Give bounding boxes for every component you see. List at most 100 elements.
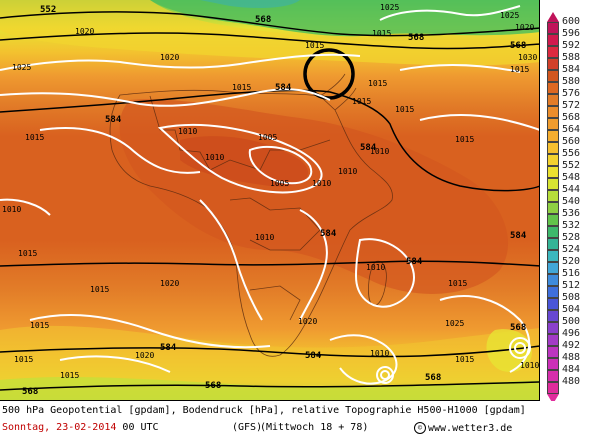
geopotential-label: 584 xyxy=(275,83,292,93)
geopotential-label: 584 xyxy=(105,115,122,125)
weather-map: 552 568 568 568 584 584 584 584 584 584 … xyxy=(0,0,540,401)
pressure-label: 1015 xyxy=(372,29,391,38)
run-date: Sonntag, 23-02-2014 xyxy=(2,422,117,433)
legend-swatch xyxy=(547,70,559,82)
legend-label: 512 xyxy=(562,280,581,291)
legend-label: 496 xyxy=(562,328,581,339)
pressure-label: 1010 xyxy=(520,361,539,370)
field-north-green xyxy=(150,0,539,37)
pressure-label: 1020 xyxy=(160,279,179,288)
pressure-label: 1010 xyxy=(366,263,385,272)
legend-swatch xyxy=(547,298,559,310)
geopotential-label: 584 xyxy=(305,351,322,361)
field-north-yellow xyxy=(0,0,539,66)
pressure-label: 1015 xyxy=(14,355,33,364)
legend-label: 544 xyxy=(562,184,581,195)
field-lowcentre-se xyxy=(486,329,532,372)
legend-swatch xyxy=(547,82,559,94)
geopotential-label: 568 xyxy=(408,33,424,43)
pressure-label: 1015 xyxy=(352,97,371,106)
map-footer: 500 hPa Geopotential [gpdam], Bodendruck… xyxy=(0,401,599,437)
pressure-label: 1025 xyxy=(12,63,31,72)
legend-label: 492 xyxy=(562,340,581,351)
legend-swatch xyxy=(547,370,559,382)
legend-swatch xyxy=(547,106,559,118)
legend-swatch xyxy=(547,142,559,154)
pressure-label: 1020 xyxy=(75,27,94,36)
geopotential-label: 584 xyxy=(320,229,337,239)
pressure-label: 1030 xyxy=(518,53,537,62)
field-south-green xyxy=(0,377,539,400)
legend-label: 480 xyxy=(562,376,581,387)
legend-label: 596 xyxy=(562,28,581,39)
legend-swatch xyxy=(547,22,559,34)
legend-label: 516 xyxy=(562,268,581,279)
pressure-label: 1020 xyxy=(515,23,534,32)
geopotential-label: 568 xyxy=(255,15,271,25)
pressure-label: 1005 xyxy=(258,133,277,142)
legend-label: 600 xyxy=(562,16,581,27)
legend-label: 520 xyxy=(562,256,581,267)
pressure-label: 1010 xyxy=(2,205,21,214)
legend-swatch xyxy=(547,322,559,334)
geopotential-label: 568 xyxy=(22,387,38,397)
pressure-isobars xyxy=(0,5,539,385)
geopotential-label: 568 xyxy=(205,381,221,391)
legend-arrow-up-icon xyxy=(547,12,559,22)
pressure-label: 1020 xyxy=(298,317,317,326)
pressure-label: 1020 xyxy=(160,53,179,62)
legend-label: 488 xyxy=(562,352,581,363)
legend-label: 536 xyxy=(562,208,581,219)
pressure-label: 1010 xyxy=(370,349,389,358)
legend-label: 548 xyxy=(562,172,581,183)
legend-swatch xyxy=(547,34,559,46)
legend-swatch xyxy=(547,178,559,190)
legend-swatch xyxy=(547,202,559,214)
legend-label: 524 xyxy=(562,244,581,255)
legend-label: 532 xyxy=(562,220,581,231)
legend-label: 576 xyxy=(562,88,581,99)
site-credit: © www.wetter3.de xyxy=(414,422,512,434)
pressure-label: 1015 xyxy=(455,355,474,364)
legend-swatch xyxy=(547,130,559,142)
legend-label: 540 xyxy=(562,196,581,207)
legend-swatch xyxy=(547,154,559,166)
geopotential-label: 568 xyxy=(425,373,441,383)
legend-swatch xyxy=(547,310,559,322)
model-name: (GFS) xyxy=(232,422,263,433)
geopotential-label: 584 xyxy=(406,257,423,267)
legend-swatch xyxy=(547,214,559,226)
site-url[interactable]: www.wetter3.de xyxy=(428,423,513,434)
legend-label: 592 xyxy=(562,40,581,51)
pressure-label: 1015 xyxy=(448,279,467,288)
copyright-icon: © xyxy=(414,422,426,434)
legend-swatch xyxy=(547,190,559,202)
pressure-label: 1015 xyxy=(232,83,251,92)
legend-label: 584 xyxy=(562,64,581,75)
legend-swatch xyxy=(547,46,559,58)
color-legend: 600 596 592 588 584 580 576 572 568 564 560 556 552 5… xyxy=(541,0,599,404)
map-title: 500 hPa Geopotential [gpdam], Bodendruck… xyxy=(2,405,526,416)
geopotential-label: 552 xyxy=(40,5,56,15)
geopotential-label: 584 xyxy=(360,143,377,153)
run-time: 00 UTC xyxy=(122,422,159,433)
geopotential-label: 568 xyxy=(510,41,526,51)
legend-label: 572 xyxy=(562,100,581,111)
pressure-label: 1025 xyxy=(500,11,519,20)
legend-label: 528 xyxy=(562,232,581,243)
pressure-label: 1020 xyxy=(135,351,154,360)
legend-swatch xyxy=(547,262,559,274)
legend-label: 564 xyxy=(562,124,581,135)
pressure-label: 1010 xyxy=(178,127,197,136)
pressure-label: 1025 xyxy=(445,319,464,328)
geopotential-label: 568 xyxy=(510,323,526,333)
legend-swatch xyxy=(547,334,559,346)
valid-time: (Mittwoch 18 + 78) xyxy=(260,422,369,433)
legend-swatch xyxy=(547,118,559,130)
highlight-circle xyxy=(303,48,355,100)
legend-label: 588 xyxy=(562,52,581,63)
legend-label: 552 xyxy=(562,160,581,171)
pressure-label: 1015 xyxy=(60,371,79,380)
pressure-label: 1015 xyxy=(90,285,109,294)
field-hot-core xyxy=(180,136,309,187)
